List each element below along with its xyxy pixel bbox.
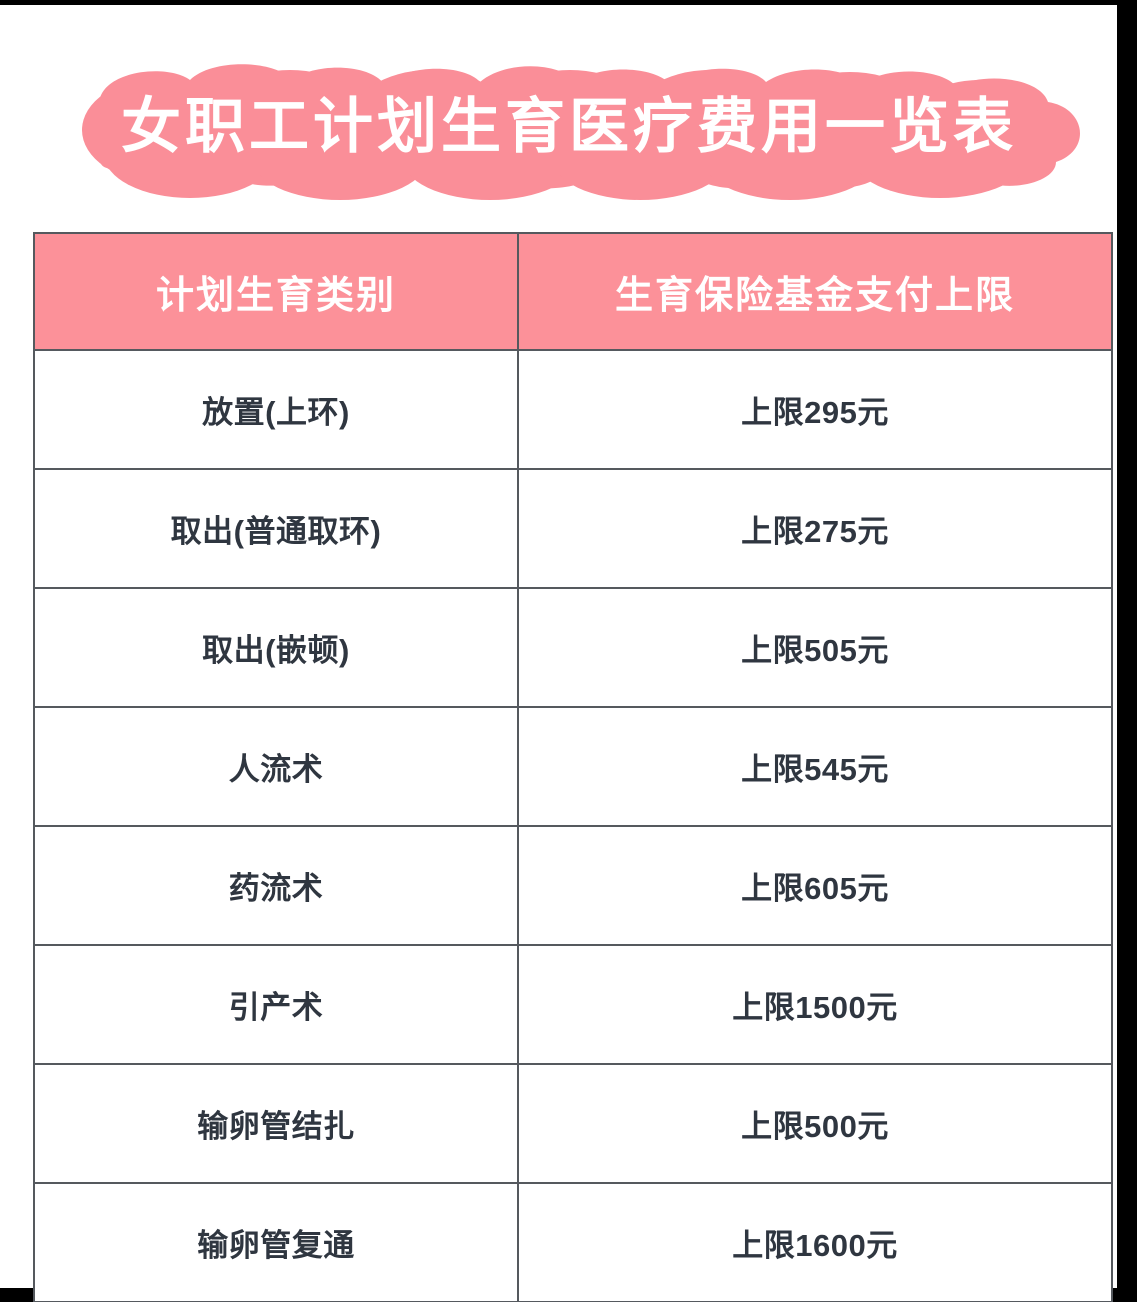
cell-limit: 上限500元 xyxy=(517,1063,1113,1184)
cell-limit: 上限295元 xyxy=(517,349,1113,470)
cell-category: 放置(上环) xyxy=(33,349,519,470)
column-header-category: 计划生育类别 xyxy=(33,232,519,351)
table-body: 放置(上环) 上限295元 取出(普通取环) 上限275元 取出(嵌顿) 上限5… xyxy=(33,349,1113,1302)
table-header-row: 计划生育类别 生育保险基金支付上限 xyxy=(33,232,1113,351)
table-row: 引产术 上限1500元 xyxy=(33,944,1113,1065)
cell-category: 取出(嵌顿) xyxy=(33,587,519,708)
page-title: 女职工计划生育医疗费用一览表 xyxy=(121,93,1017,160)
cell-limit: 上限605元 xyxy=(517,825,1113,946)
fee-table: 计划生育类别 生育保险基金支付上限 放置(上环) 上限295元 取出(普通取环)… xyxy=(33,232,1113,1302)
table-row: 取出(嵌顿) 上限505元 xyxy=(33,587,1113,708)
table-row: 人流术 上限545元 xyxy=(33,706,1113,827)
cell-category: 输卵管结扎 xyxy=(33,1063,519,1184)
cell-category: 取出(普通取环) xyxy=(33,468,519,589)
top-edge-strip xyxy=(0,0,1137,5)
right-edge-strip xyxy=(1117,0,1137,1302)
table-row: 输卵管复通 上限1600元 xyxy=(33,1182,1113,1302)
cell-limit: 上限505元 xyxy=(517,587,1113,708)
cell-category: 药流术 xyxy=(33,825,519,946)
table-row: 取出(普通取环) 上限275元 xyxy=(33,468,1113,589)
cell-limit: 上限1600元 xyxy=(517,1182,1113,1302)
table-row: 输卵管结扎 上限500元 xyxy=(33,1063,1113,1184)
table-header: 计划生育类别 生育保险基金支付上限 xyxy=(33,232,1113,351)
cell-category: 引产术 xyxy=(33,944,519,1065)
cell-category: 人流术 xyxy=(33,706,519,827)
column-header-limit: 生育保险基金支付上限 xyxy=(517,232,1113,351)
cell-limit: 上限275元 xyxy=(517,468,1113,589)
cell-category: 输卵管复通 xyxy=(33,1182,519,1302)
table-row: 药流术 上限605元 xyxy=(33,825,1113,946)
cell-limit: 上限1500元 xyxy=(517,944,1113,1065)
title-cloud-banner: 女职工计划生育医疗费用一览表 xyxy=(40,58,1098,200)
cell-limit: 上限545元 xyxy=(517,706,1113,827)
table-row: 放置(上环) 上限295元 xyxy=(33,349,1113,470)
